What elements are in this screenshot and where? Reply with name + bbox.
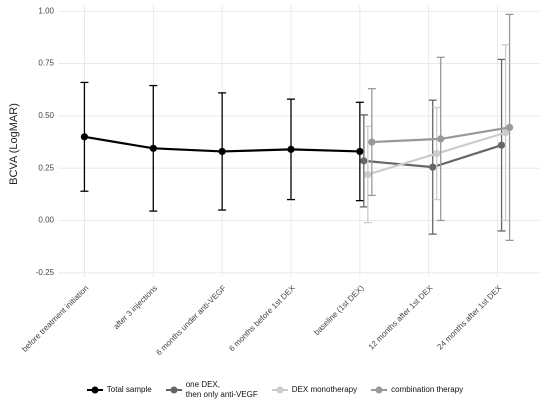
point (368, 138, 376, 146)
y-tick-label: 1.00 (38, 6, 54, 15)
y-tick-label: 0.25 (38, 163, 54, 172)
y-tick-label: 0.50 (38, 111, 54, 120)
series (359, 58, 506, 235)
x-tick-label: after 3 injections (112, 284, 160, 332)
legend-key (371, 386, 388, 394)
point (149, 144, 157, 152)
y-tick-label: 0.00 (38, 216, 54, 225)
legend-label: combination therapy (391, 385, 464, 394)
point (497, 141, 506, 149)
legend-item: DEX monotherapy (271, 385, 358, 395)
legend-item: combination therapy (371, 385, 463, 395)
x-tick-label: 24 months after 1st DEX (435, 283, 503, 351)
legend-dot (91, 386, 99, 394)
legend-dot (170, 386, 178, 394)
point (287, 145, 295, 153)
point (80, 133, 89, 141)
point (218, 147, 226, 156)
series (80, 81, 364, 212)
series (367, 13, 514, 242)
x-tick-label: baseline (1st DEX) (312, 283, 366, 337)
legend-key (271, 386, 288, 394)
point (429, 163, 437, 171)
legend-key (86, 386, 103, 394)
series (363, 44, 510, 224)
point (433, 149, 441, 158)
legend: Total sample one DEX, then only anti-VEGF… (0, 380, 550, 400)
legend-dot (276, 386, 284, 394)
legend-item: one DEX, then only anti-VEGF (165, 380, 258, 400)
x-tick-label: 12 months after 1st DEX (367, 283, 435, 351)
point (360, 157, 368, 165)
legend-label: DEX monotherapy (291, 385, 358, 394)
y-tick-label: -0.25 (36, 268, 55, 277)
point (356, 147, 364, 156)
x-tick-label: 6 months under anti-VEGF (154, 283, 228, 357)
point (501, 129, 510, 137)
legend-label: one DEX, then only anti-VEGF (185, 380, 258, 399)
legend-key (165, 386, 182, 394)
legend-item: Total sample (86, 385, 152, 395)
point (364, 170, 372, 179)
legend-dot (375, 386, 383, 394)
y-axis-label: BCVA (LogMAR) (8, 103, 20, 185)
point (437, 135, 445, 143)
point (505, 123, 514, 131)
y-tick-label: 0.75 (38, 59, 54, 68)
chart: BCVA (LogMAR) -0.25 0.00 0.25 0.50 0.75 1.00 b… (8, 5, 540, 357)
legend-label: Total sample (106, 385, 152, 394)
x-tick-label: 6 months before 1st DEX (227, 283, 297, 353)
x-tick-label: before treatment initiation (20, 284, 90, 354)
